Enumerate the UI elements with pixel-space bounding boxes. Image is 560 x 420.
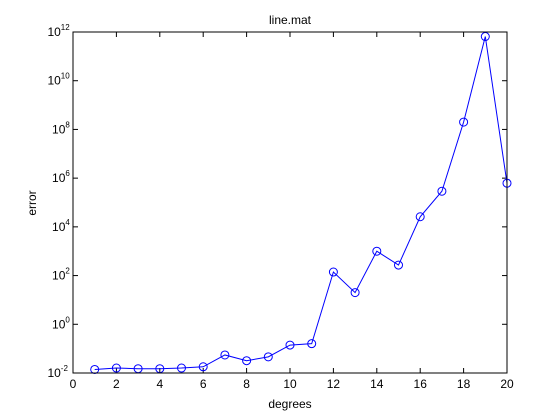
data-point xyxy=(198,362,208,372)
y-tick-label-base: 10 xyxy=(47,366,61,380)
y-tick-label-base: 10 xyxy=(52,171,66,185)
y-tick-label-exponent: 8 xyxy=(65,120,70,129)
data-point xyxy=(177,363,186,373)
x-tick-label: 2 xyxy=(113,377,120,391)
y-axis-label: error xyxy=(25,190,39,215)
x-tick-label: 8 xyxy=(243,377,250,391)
x-tick-label: 12 xyxy=(327,377,341,391)
x-tick-label: 20 xyxy=(500,377,514,391)
y-tick-label-exponent: 2 xyxy=(65,267,70,276)
y-tick-label-exponent: 10 xyxy=(61,72,70,81)
x-tick-label: 4 xyxy=(156,377,163,391)
plot-area xyxy=(73,32,507,373)
chart-title: line.mat xyxy=(269,13,312,27)
y-tick-label-base: 10 xyxy=(47,25,61,39)
data-point xyxy=(285,340,295,350)
data-point xyxy=(480,32,490,42)
y-tick-label-base: 10 xyxy=(52,122,66,136)
x-tick-label: 18 xyxy=(457,377,471,391)
y-tick-label: 10 0 xyxy=(52,315,70,331)
y-tick-label-exponent: 6 xyxy=(65,169,70,178)
x-tick-label: 6 xyxy=(200,377,207,391)
y-tick-label: 10 8 xyxy=(52,120,70,136)
x-tick-labels: 0 2 4 6 8 10 12 14 16 18 20 xyxy=(70,377,514,391)
y-tick-label: 10 6 xyxy=(52,169,70,185)
x-tick-label: 16 xyxy=(414,377,428,391)
plot-frame xyxy=(72,31,508,374)
x-tick-label: 14 xyxy=(370,377,384,391)
y-tick-label-base: 10 xyxy=(52,317,66,331)
series-group xyxy=(90,32,512,374)
data-point xyxy=(307,339,317,349)
y-tick-label-exponent: 0 xyxy=(65,315,70,324)
y-tick-label: 10 2 xyxy=(52,267,70,283)
data-point xyxy=(220,350,230,360)
data-point xyxy=(328,267,338,277)
x-tick-label: 10 xyxy=(283,377,297,391)
y-tick-label-exponent: 12 xyxy=(61,23,70,32)
x-tick-label: 0 xyxy=(70,377,77,391)
data-point xyxy=(242,356,252,366)
y-tick-label-exponent: -2 xyxy=(61,364,69,373)
y-tick-label: 10 12 xyxy=(47,23,70,39)
data-point xyxy=(350,288,360,298)
y-tick-label-base: 10 xyxy=(52,220,66,234)
data-point xyxy=(437,186,447,196)
y-tick-label-base: 10 xyxy=(47,74,61,88)
data-point xyxy=(263,352,273,362)
data-point xyxy=(111,363,121,373)
data-point xyxy=(459,117,469,127)
y-tick-label: 10 10 xyxy=(47,72,70,88)
y-tick-label: 10 4 xyxy=(52,218,70,234)
y-tick-label-exponent: 4 xyxy=(65,218,70,227)
x-axis-label: degrees xyxy=(268,397,311,411)
data-point xyxy=(394,260,403,270)
y-tick-label: 10 -2 xyxy=(47,364,68,380)
data-point xyxy=(415,212,425,222)
data-point xyxy=(372,246,382,256)
y-tick-label-base: 10 xyxy=(52,269,66,283)
